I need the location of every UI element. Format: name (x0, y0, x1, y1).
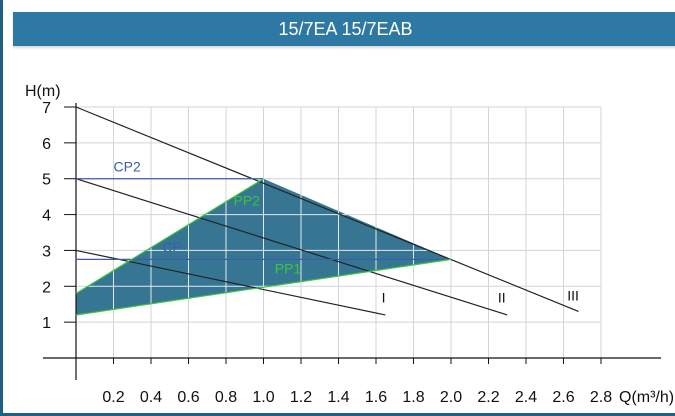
y-tick-label: 3 (42, 243, 51, 260)
x-tick-label: 0.8 (215, 389, 237, 406)
series-lines (75, 106, 579, 316)
series-line-i (75, 249, 386, 316)
chart-header: 15/7EA 15/7EAB (13, 12, 675, 46)
annotation-iii: III (567, 288, 579, 304)
x-axis-label: Q(m³/h) (619, 389, 674, 406)
x-tick-label: 2.2 (477, 389, 499, 406)
y-tick-label: 7 (42, 100, 51, 117)
x-tick-label: 1.2 (290, 389, 312, 406)
axes: H(m) Q(m³/h) (25, 83, 674, 406)
annotation-pp1: PP1 (275, 261, 302, 277)
y-axis-label: H(m) (25, 83, 61, 100)
series-line-pp1 (75, 258, 452, 316)
y-tick-label: 5 (42, 172, 51, 189)
annotation-pp2: PP2 (234, 193, 261, 209)
series-line-pp2 (75, 178, 264, 294)
annotation-ii: II (498, 289, 506, 305)
y-tick-label: 4 (42, 208, 51, 225)
series-line-iii (75, 106, 579, 312)
x-tick-label: 2.6 (552, 389, 574, 406)
x-tick-label: 1.0 (252, 389, 274, 406)
y-tick-label: 1 (42, 315, 51, 332)
x-tick-label: 2.4 (515, 389, 537, 406)
y-tick-label: 2 (42, 279, 51, 296)
annotation-cp: CP (162, 239, 181, 255)
annotation-cp2: CP2 (114, 159, 141, 175)
x-tick-label: 0.6 (177, 389, 199, 406)
series-line-ii (75, 178, 508, 316)
x-tick-label: 1.4 (327, 389, 349, 406)
y-tick-label: 6 (42, 136, 51, 153)
tick-labels: 0.2 0.4 0.6 0.8 1.0 1.2 1.4 1.6 1.8 2.0 2.2 2.4 2.6 2… (42, 100, 612, 406)
x-tick-label: 1.6 (365, 389, 387, 406)
x-tick-label: 1.8 (402, 389, 424, 406)
x-tick-label: 2.0 (440, 389, 462, 406)
x-tick-label: 0.2 (102, 389, 124, 406)
x-tick-label: 2.8 (590, 389, 612, 406)
x-tick-label: 0.4 (140, 389, 162, 406)
annotation-i: I (382, 289, 386, 305)
